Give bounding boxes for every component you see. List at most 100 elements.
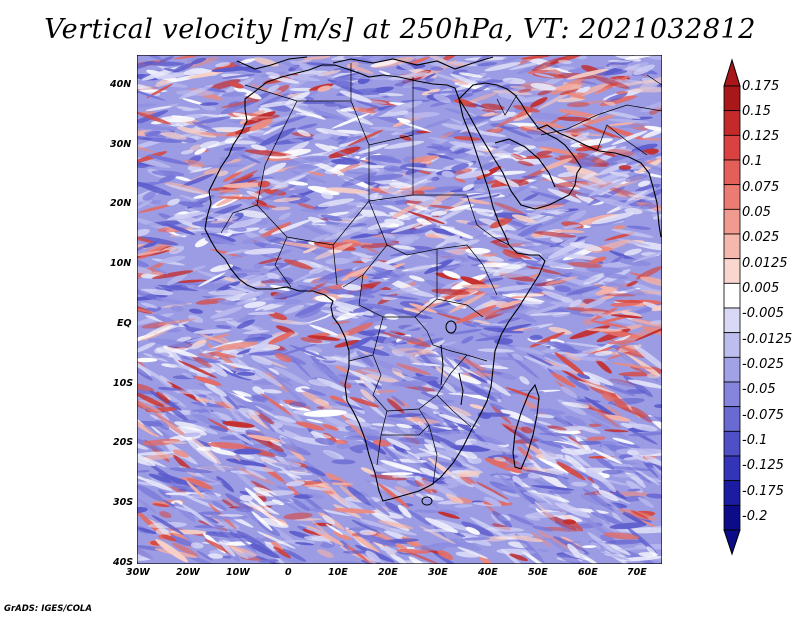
- field-streak: [265, 71, 281, 77]
- field-streak: [624, 172, 651, 183]
- field-streak: [213, 462, 226, 473]
- field-streak: [302, 247, 317, 254]
- field-streak: [377, 520, 414, 530]
- field-streak: [275, 325, 295, 334]
- field-streak: [386, 437, 411, 451]
- field-streak: [137, 452, 167, 468]
- field-streak: [137, 363, 173, 387]
- field-streak: [290, 265, 329, 284]
- field-streak: [239, 501, 264, 508]
- field-streak: [492, 510, 512, 528]
- field-streak: [484, 145, 524, 160]
- field-streak: [639, 276, 662, 287]
- field-streak: [607, 59, 631, 63]
- field-streak: [404, 195, 436, 202]
- field-streak: [321, 191, 334, 200]
- field-streak: [486, 380, 511, 397]
- field-streak: [360, 524, 387, 531]
- field-streak: [140, 302, 158, 309]
- field-streak: [627, 379, 662, 389]
- field-streak: [449, 538, 482, 551]
- field-streak: [611, 512, 623, 523]
- field-streak: [617, 441, 641, 449]
- field-streak: [142, 438, 181, 446]
- field-streak: [523, 210, 563, 218]
- field-streak: [577, 373, 591, 380]
- field-streak: [338, 411, 368, 441]
- field-streak: [259, 100, 297, 108]
- field-streak: [306, 418, 324, 424]
- field-streak: [358, 293, 376, 299]
- field-streak: [558, 109, 599, 118]
- field-streak: [365, 374, 400, 383]
- field-streak: [377, 483, 410, 509]
- field-streak: [577, 380, 616, 394]
- field-streak: [522, 326, 540, 332]
- field-streak: [495, 471, 528, 501]
- field-streak: [540, 158, 573, 171]
- field-streak: [453, 136, 481, 141]
- field-streak: [209, 411, 232, 421]
- field-streak: [137, 485, 164, 502]
- field-streak: [225, 458, 267, 467]
- field-streak: [527, 112, 567, 121]
- field-streak: [450, 73, 478, 86]
- field-streak: [224, 249, 250, 255]
- field-streak: [623, 456, 639, 461]
- arabian-peninsula: [494, 138, 556, 188]
- field-streak: [437, 511, 460, 519]
- field-streak: [550, 372, 576, 388]
- field-streak: [464, 207, 498, 213]
- field-streak: [608, 378, 637, 388]
- field-streak: [265, 393, 278, 400]
- field-streak: [188, 314, 204, 323]
- field-streak: [194, 116, 231, 125]
- coastlines: [204, 56, 662, 502]
- field-streak: [501, 268, 543, 278]
- field-streak: [247, 542, 280, 559]
- colorbar-label: -0.1: [742, 433, 768, 448]
- field-streak: [199, 132, 228, 137]
- field-streak: [137, 389, 159, 395]
- field-streak: [325, 258, 351, 265]
- field-streak: [417, 399, 439, 410]
- field-streak: [307, 335, 341, 341]
- field-streak: [588, 268, 602, 273]
- field-streak: [285, 480, 305, 487]
- field-streak: [384, 290, 420, 295]
- field-streak: [502, 490, 522, 498]
- field-streak: [210, 306, 243, 319]
- field-streak: [137, 365, 153, 381]
- colorbar-swatch: [723, 184, 741, 210]
- field-streak: [380, 228, 425, 235]
- field-streak: [286, 473, 302, 479]
- field-streak: [355, 100, 385, 110]
- field-streak: [502, 250, 524, 259]
- field-streak: [505, 462, 535, 468]
- field-streak: [248, 453, 265, 464]
- field-streak: [487, 526, 525, 532]
- field-streak: [159, 255, 186, 264]
- field-streak: [290, 60, 315, 72]
- field-streak: [577, 152, 610, 166]
- field-streak: [200, 164, 245, 168]
- field-streak: [356, 350, 375, 368]
- colorbar-label: -0.125: [742, 458, 784, 473]
- field-streak: [380, 232, 396, 239]
- field-streak: [137, 392, 165, 408]
- field-streak: [598, 489, 619, 502]
- field-streak: [178, 201, 204, 208]
- field-streak: [311, 234, 330, 242]
- field-streak: [359, 529, 377, 536]
- field-streak: [414, 358, 440, 366]
- field-streak: [190, 57, 207, 65]
- field-streak: [356, 238, 392, 244]
- field-streak: [176, 336, 192, 343]
- field-streak: [617, 345, 646, 357]
- field-streak: [465, 247, 491, 254]
- field-streak: [533, 203, 565, 210]
- field-streak: [463, 150, 486, 156]
- field-streak: [538, 351, 568, 365]
- field-streak: [288, 181, 309, 186]
- lon-tick: 60E: [578, 567, 598, 578]
